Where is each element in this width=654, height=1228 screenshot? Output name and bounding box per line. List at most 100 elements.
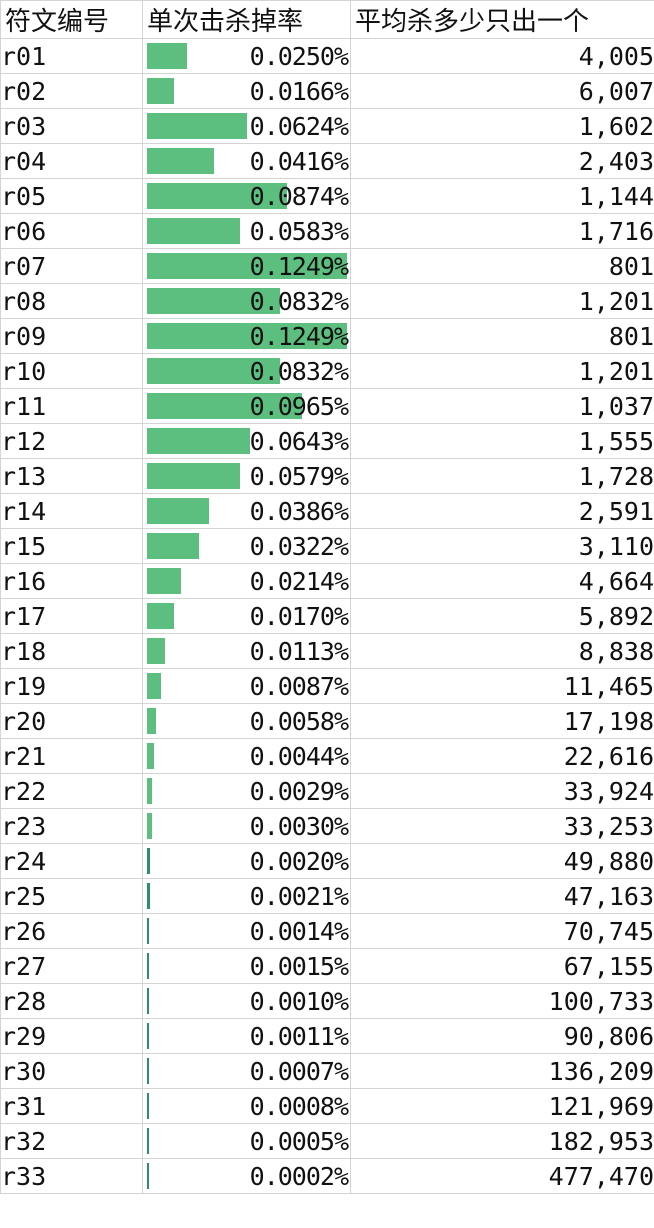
cell-avg-kills[interactable]: 67,155 xyxy=(350,948,654,984)
cell-avg-kills[interactable]: 5,892 xyxy=(350,598,654,634)
cell-drop-rate[interactable]: 0.0874% xyxy=(142,178,351,214)
cell-drop-rate[interactable]: 0.0214% xyxy=(142,563,351,599)
cell-rune-id[interactable]: r24 xyxy=(0,843,143,879)
cell-rune-id[interactable]: r31 xyxy=(0,1088,143,1124)
cell-drop-rate[interactable]: 0.0965% xyxy=(142,388,351,424)
cell-avg-kills[interactable]: 2,403 xyxy=(350,143,654,179)
cell-drop-rate[interactable]: 0.0113% xyxy=(142,633,351,669)
cell-drop-rate[interactable]: 0.0007% xyxy=(142,1053,351,1089)
column-header-avg-kills[interactable]: 平均杀多少只出一个 xyxy=(350,0,654,39)
cell-drop-rate[interactable]: 0.0020% xyxy=(142,843,351,879)
cell-rune-id[interactable]: r32 xyxy=(0,1123,143,1159)
cell-avg-kills[interactable]: 70,745 xyxy=(350,913,654,949)
cell-avg-kills[interactable]: 182,953 xyxy=(350,1123,654,1159)
cell-avg-kills[interactable]: 3,110 xyxy=(350,528,654,564)
cell-drop-rate[interactable]: 0.0087% xyxy=(142,668,351,704)
cell-rune-id[interactable]: r12 xyxy=(0,423,143,459)
cell-rune-id[interactable]: r26 xyxy=(0,913,143,949)
cell-avg-kills[interactable]: 801 xyxy=(350,318,654,354)
cell-avg-kills[interactable]: 801 xyxy=(350,248,654,284)
cell-rune-id[interactable]: r18 xyxy=(0,633,143,669)
cell-rune-id[interactable]: r07 xyxy=(0,248,143,284)
cell-drop-rate[interactable]: 0.0010% xyxy=(142,983,351,1019)
cell-drop-rate[interactable]: 0.0322% xyxy=(142,528,351,564)
cell-avg-kills[interactable]: 1,602 xyxy=(350,108,654,144)
cell-rune-id[interactable]: r28 xyxy=(0,983,143,1019)
cell-avg-kills[interactable]: 8,838 xyxy=(350,633,654,669)
cell-avg-kills[interactable]: 6,007 xyxy=(350,73,654,109)
cell-drop-rate[interactable]: 0.0624% xyxy=(142,108,351,144)
cell-avg-kills[interactable]: 1,201 xyxy=(350,283,654,319)
cell-rune-id[interactable]: r11 xyxy=(0,388,143,424)
column-header-drop-rate[interactable]: 单次击杀掉率 xyxy=(142,0,351,39)
cell-rune-id[interactable]: r15 xyxy=(0,528,143,564)
cell-drop-rate[interactable]: 0.1249% xyxy=(142,318,351,354)
cell-avg-kills[interactable]: 136,209 xyxy=(350,1053,654,1089)
cell-drop-rate[interactable]: 0.0058% xyxy=(142,703,351,739)
cell-rune-id[interactable]: r14 xyxy=(0,493,143,529)
cell-avg-kills[interactable]: 90,806 xyxy=(350,1018,654,1054)
cell-rune-id[interactable]: r22 xyxy=(0,773,143,809)
cell-avg-kills[interactable]: 1,728 xyxy=(350,458,654,494)
cell-rune-id[interactable]: r04 xyxy=(0,143,143,179)
cell-drop-rate[interactable]: 0.0005% xyxy=(142,1123,351,1159)
cell-rune-id[interactable]: r01 xyxy=(0,38,143,74)
cell-drop-rate[interactable]: 0.0579% xyxy=(142,458,351,494)
cell-drop-rate[interactable]: 0.1249% xyxy=(142,248,351,284)
cell-rune-id[interactable]: r23 xyxy=(0,808,143,844)
cell-avg-kills[interactable]: 477,470 xyxy=(350,1158,654,1194)
cell-drop-rate[interactable]: 0.0015% xyxy=(142,948,351,984)
cell-drop-rate[interactable]: 0.0386% xyxy=(142,493,351,529)
cell-avg-kills[interactable]: 1,037 xyxy=(350,388,654,424)
cell-drop-rate[interactable]: 0.0832% xyxy=(142,283,351,319)
cell-rune-id[interactable]: r30 xyxy=(0,1053,143,1089)
cell-rune-id[interactable]: r33 xyxy=(0,1158,143,1194)
cell-drop-rate[interactable]: 0.0014% xyxy=(142,913,351,949)
cell-avg-kills[interactable]: 17,198 xyxy=(350,703,654,739)
cell-rune-id[interactable]: r17 xyxy=(0,598,143,634)
cell-avg-kills[interactable]: 1,716 xyxy=(350,213,654,249)
cell-avg-kills[interactable]: 4,664 xyxy=(350,563,654,599)
cell-rune-id[interactable]: r13 xyxy=(0,458,143,494)
cell-drop-rate[interactable]: 0.0643% xyxy=(142,423,351,459)
cell-avg-kills[interactable]: 121,969 xyxy=(350,1088,654,1124)
cell-avg-kills[interactable]: 2,591 xyxy=(350,493,654,529)
cell-rune-id[interactable]: r03 xyxy=(0,108,143,144)
cell-avg-kills[interactable]: 49,880 xyxy=(350,843,654,879)
cell-rune-id[interactable]: r27 xyxy=(0,948,143,984)
cell-rune-id[interactable]: r29 xyxy=(0,1018,143,1054)
cell-avg-kills[interactable]: 4,005 xyxy=(350,38,654,74)
column-header-rune-id[interactable]: 符文编号 xyxy=(0,0,143,39)
cell-rune-id[interactable]: r21 xyxy=(0,738,143,774)
cell-drop-rate[interactable]: 0.0044% xyxy=(142,738,351,774)
cell-avg-kills[interactable]: 1,201 xyxy=(350,353,654,389)
cell-rune-id[interactable]: r05 xyxy=(0,178,143,214)
cell-drop-rate[interactable]: 0.0011% xyxy=(142,1018,351,1054)
cell-rune-id[interactable]: r16 xyxy=(0,563,143,599)
cell-drop-rate[interactable]: 0.0030% xyxy=(142,808,351,844)
cell-avg-kills[interactable]: 22,616 xyxy=(350,738,654,774)
cell-drop-rate[interactable]: 0.0008% xyxy=(142,1088,351,1124)
cell-rune-id[interactable]: r25 xyxy=(0,878,143,914)
cell-rune-id[interactable]: r06 xyxy=(0,213,143,249)
cell-avg-kills[interactable]: 33,253 xyxy=(350,808,654,844)
cell-drop-rate[interactable]: 0.0166% xyxy=(142,73,351,109)
cell-avg-kills[interactable]: 47,163 xyxy=(350,878,654,914)
cell-rune-id[interactable]: r02 xyxy=(0,73,143,109)
cell-rune-id[interactable]: r20 xyxy=(0,703,143,739)
cell-drop-rate[interactable]: 0.0029% xyxy=(142,773,351,809)
cell-avg-kills[interactable]: 11,465 xyxy=(350,668,654,704)
cell-rune-id[interactable]: r09 xyxy=(0,318,143,354)
cell-rune-id[interactable]: r08 xyxy=(0,283,143,319)
cell-avg-kills[interactable]: 100,733 xyxy=(350,983,654,1019)
cell-drop-rate[interactable]: 0.0002% xyxy=(142,1158,351,1194)
cell-drop-rate[interactable]: 0.0250% xyxy=(142,38,351,74)
cell-drop-rate[interactable]: 0.0416% xyxy=(142,143,351,179)
cell-avg-kills[interactable]: 33,924 xyxy=(350,773,654,809)
cell-rune-id[interactable]: r19 xyxy=(0,668,143,704)
cell-drop-rate[interactable]: 0.0832% xyxy=(142,353,351,389)
cell-avg-kills[interactable]: 1,555 xyxy=(350,423,654,459)
cell-drop-rate[interactable]: 0.0021% xyxy=(142,878,351,914)
cell-rune-id[interactable]: r10 xyxy=(0,353,143,389)
cell-drop-rate[interactable]: 0.0170% xyxy=(142,598,351,634)
